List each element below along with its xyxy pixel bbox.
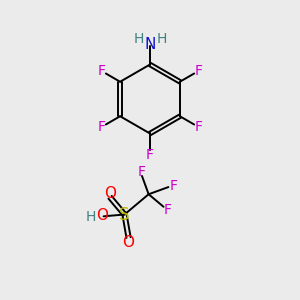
Text: H: H xyxy=(134,32,144,46)
Text: F: F xyxy=(195,120,203,134)
Text: H: H xyxy=(156,32,167,46)
Text: F: F xyxy=(146,148,154,162)
Text: F: F xyxy=(164,203,172,217)
Text: N: N xyxy=(144,37,156,52)
Text: O: O xyxy=(96,208,108,223)
Text: F: F xyxy=(97,64,105,78)
Text: F: F xyxy=(97,120,105,134)
Text: O: O xyxy=(123,235,135,250)
Text: F: F xyxy=(169,179,177,193)
Text: O: O xyxy=(104,186,116,201)
Text: F: F xyxy=(195,64,203,78)
Text: S: S xyxy=(119,206,130,224)
Text: F: F xyxy=(138,165,146,179)
Text: H: H xyxy=(86,210,96,224)
